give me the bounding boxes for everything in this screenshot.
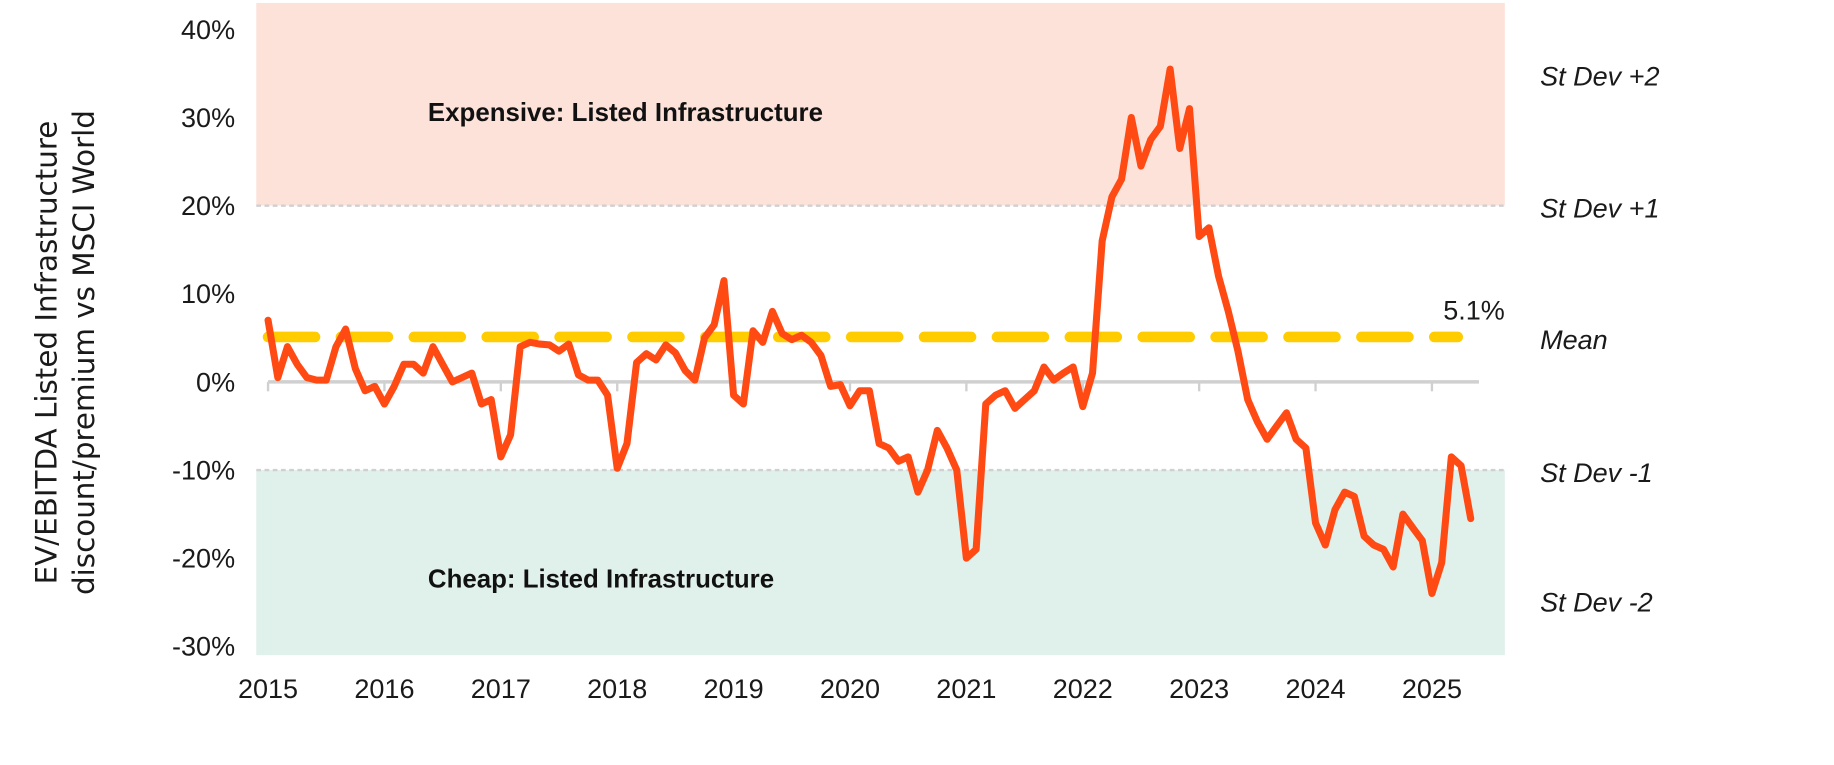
y-tick-label: 0% [196, 367, 235, 397]
std-dev-labels: St Dev +2 St Dev +1 Mean St Dev -1 St Dev -2 [1540, 61, 1659, 617]
x-tick-label: 2024 [1285, 674, 1345, 704]
y-axis: -30% -20% -10% 0% 10% 20% 30% 40% [172, 15, 235, 662]
expensive-annotation: Expensive: Listed Infrastructure [428, 99, 823, 127]
y-tick-label: -10% [172, 455, 235, 485]
reference-label: Mean [1540, 325, 1608, 355]
mean-value-label: 5.1% [1443, 296, 1505, 326]
y-tick-label: -30% [172, 632, 235, 662]
x-tick-label: 2021 [936, 674, 996, 704]
x-tick-label: 2025 [1402, 674, 1462, 704]
y-tick-label: 40% [181, 15, 235, 45]
y-tick-label: 20% [181, 191, 235, 221]
series-line [264, 65, 1475, 597]
x-tick-label: 2017 [471, 674, 531, 704]
reference-label: St Dev +1 [1540, 194, 1659, 224]
y-axis-title-line1: EV/EBITDA Listed Infrastructure [29, 121, 63, 585]
reference-label: St Dev +2 [1540, 61, 1659, 91]
cheap-annotation: Cheap: Listed Infrastructure [428, 566, 774, 594]
x-tick-label: 2023 [1169, 674, 1229, 704]
x-tick-label: 2022 [1053, 674, 1113, 704]
y-axis-title-line2: discount/premium vs MSCI World [67, 110, 101, 595]
x-tick-label: 2015 [238, 674, 298, 704]
reference-label: St Dev -2 [1540, 588, 1653, 618]
x-tick-label: 2016 [354, 674, 414, 704]
x-tick-label: 2020 [820, 674, 880, 704]
y-tick-label: 30% [181, 103, 235, 133]
reference-label: St Dev -1 [1540, 458, 1653, 488]
y-tick-label: -20% [172, 544, 235, 574]
x-axis: 2015 2016 2017 2018 2019 2020 2021 2022 2023 2024… [238, 381, 1462, 704]
x-tick-label: 2019 [704, 674, 764, 704]
x-tick-label: 2018 [587, 674, 647, 704]
expensive-band [256, 2, 1505, 206]
cheap-band [256, 470, 1505, 656]
y-tick-label: 10% [181, 279, 235, 309]
